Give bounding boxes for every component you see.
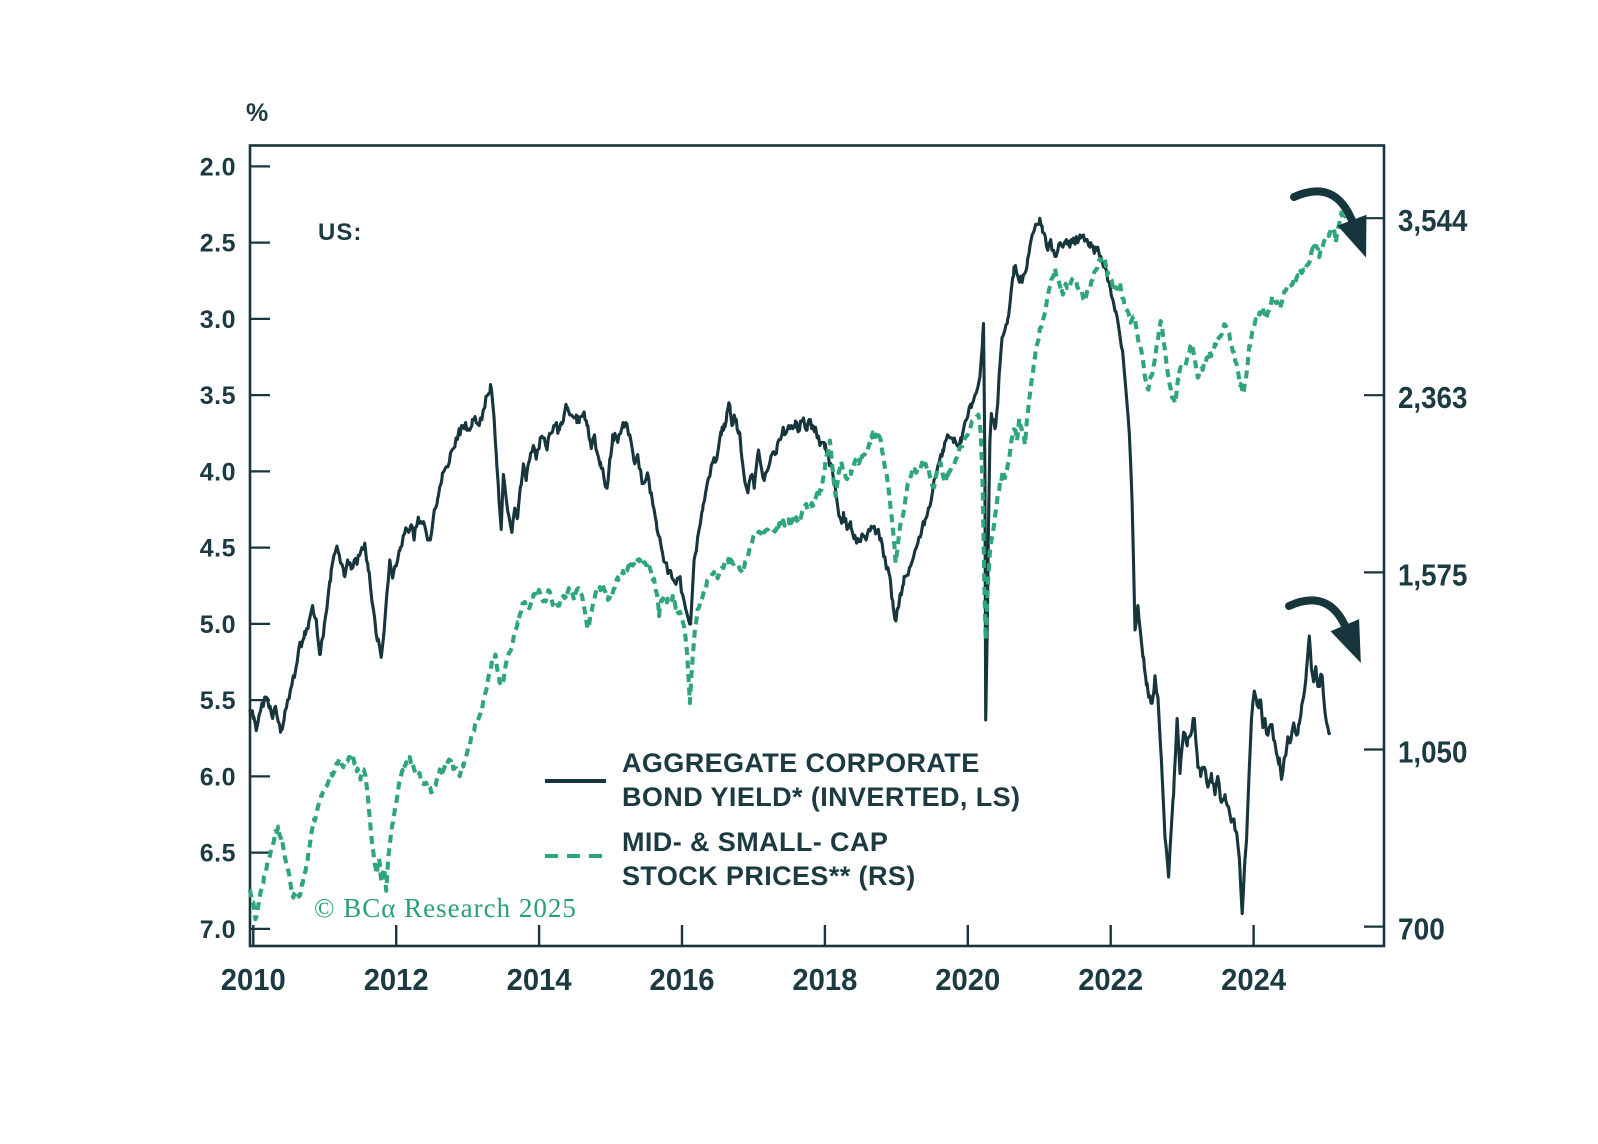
- left-axis-tick-label: 6.0: [200, 763, 236, 791]
- legend-label-stock-prices-line1: MID- & SMALL- CAP: [622, 827, 889, 857]
- legend-swatch-dashed-line: [545, 854, 609, 858]
- left-axis-tick-label: 6.5: [200, 840, 236, 868]
- left-axis-tick-label: 7.0: [200, 916, 236, 944]
- right-axis-tick-label: 3,544: [1398, 203, 1468, 238]
- chart-region-label: US:: [318, 219, 363, 246]
- arrow-annotation-stocks: [1290, 187, 1357, 227]
- legend-label-bond-yield-line1: AGGREGATE CORPORATE: [622, 748, 980, 778]
- legend-label-stock-prices: MID- & SMALL- CAP STOCK PRICES** (RS): [622, 825, 916, 893]
- left-axis-tick-label: 2.5: [200, 230, 236, 258]
- left-axis-tick-label: 5.0: [200, 611, 236, 639]
- stock-price-line: [247, 210, 1348, 922]
- left-axis-tick-label: 4.0: [200, 458, 236, 486]
- right-axis-tick-label: 700: [1398, 912, 1445, 947]
- left-axis-tick-label: 2.0: [200, 153, 236, 181]
- right-axis-tick-label: 1,050: [1398, 735, 1467, 770]
- legend-label-bond-yield-line2: BOND YIELD* (INVERTED, LS): [622, 782, 1021, 812]
- right-axis-tick-label: 2,363: [1398, 380, 1467, 415]
- arrow-annotation-stocks-head: [1337, 214, 1367, 258]
- left-axis-tick-label: 4.5: [200, 535, 236, 563]
- x-axis-tick-label: 2022: [1078, 962, 1143, 997]
- right-axis-tick-label: 1,575: [1398, 557, 1467, 592]
- copyright-text: © BCα Research 2025: [314, 893, 577, 923]
- legend-label-stock-prices-line2: STOCK PRICES** (RS): [622, 861, 916, 891]
- legend-label-bond-yield: AGGREGATE CORPORATE BOND YIELD* (INVERTE…: [622, 746, 1020, 814]
- left-axis-tick-label: 5.5: [200, 687, 236, 715]
- x-axis-tick-label: 2010: [221, 962, 286, 997]
- x-axis-tick-label: 2018: [792, 962, 857, 997]
- legend-swatch-solid-line: [545, 779, 606, 783]
- x-axis-tick-label: 2014: [507, 962, 573, 997]
- x-axis-tick-label: 2016: [650, 962, 715, 997]
- left-axis-tick-label: 3.5: [200, 382, 236, 410]
- bond-yield-line: [248, 216, 1332, 916]
- x-axis-tick-label: 2024: [1221, 962, 1287, 997]
- left-axis-tick-label: 3.0: [200, 306, 236, 334]
- left-axis-unit-label: %: [246, 99, 269, 127]
- x-axis-tick-label: 2012: [364, 962, 429, 997]
- arrow-annotation-bonds-head: [1330, 619, 1361, 663]
- x-axis-tick-label: 2020: [935, 962, 1000, 997]
- arrow-annotation-bonds: [1285, 596, 1350, 632]
- plot-frame: [248, 144, 1386, 948]
